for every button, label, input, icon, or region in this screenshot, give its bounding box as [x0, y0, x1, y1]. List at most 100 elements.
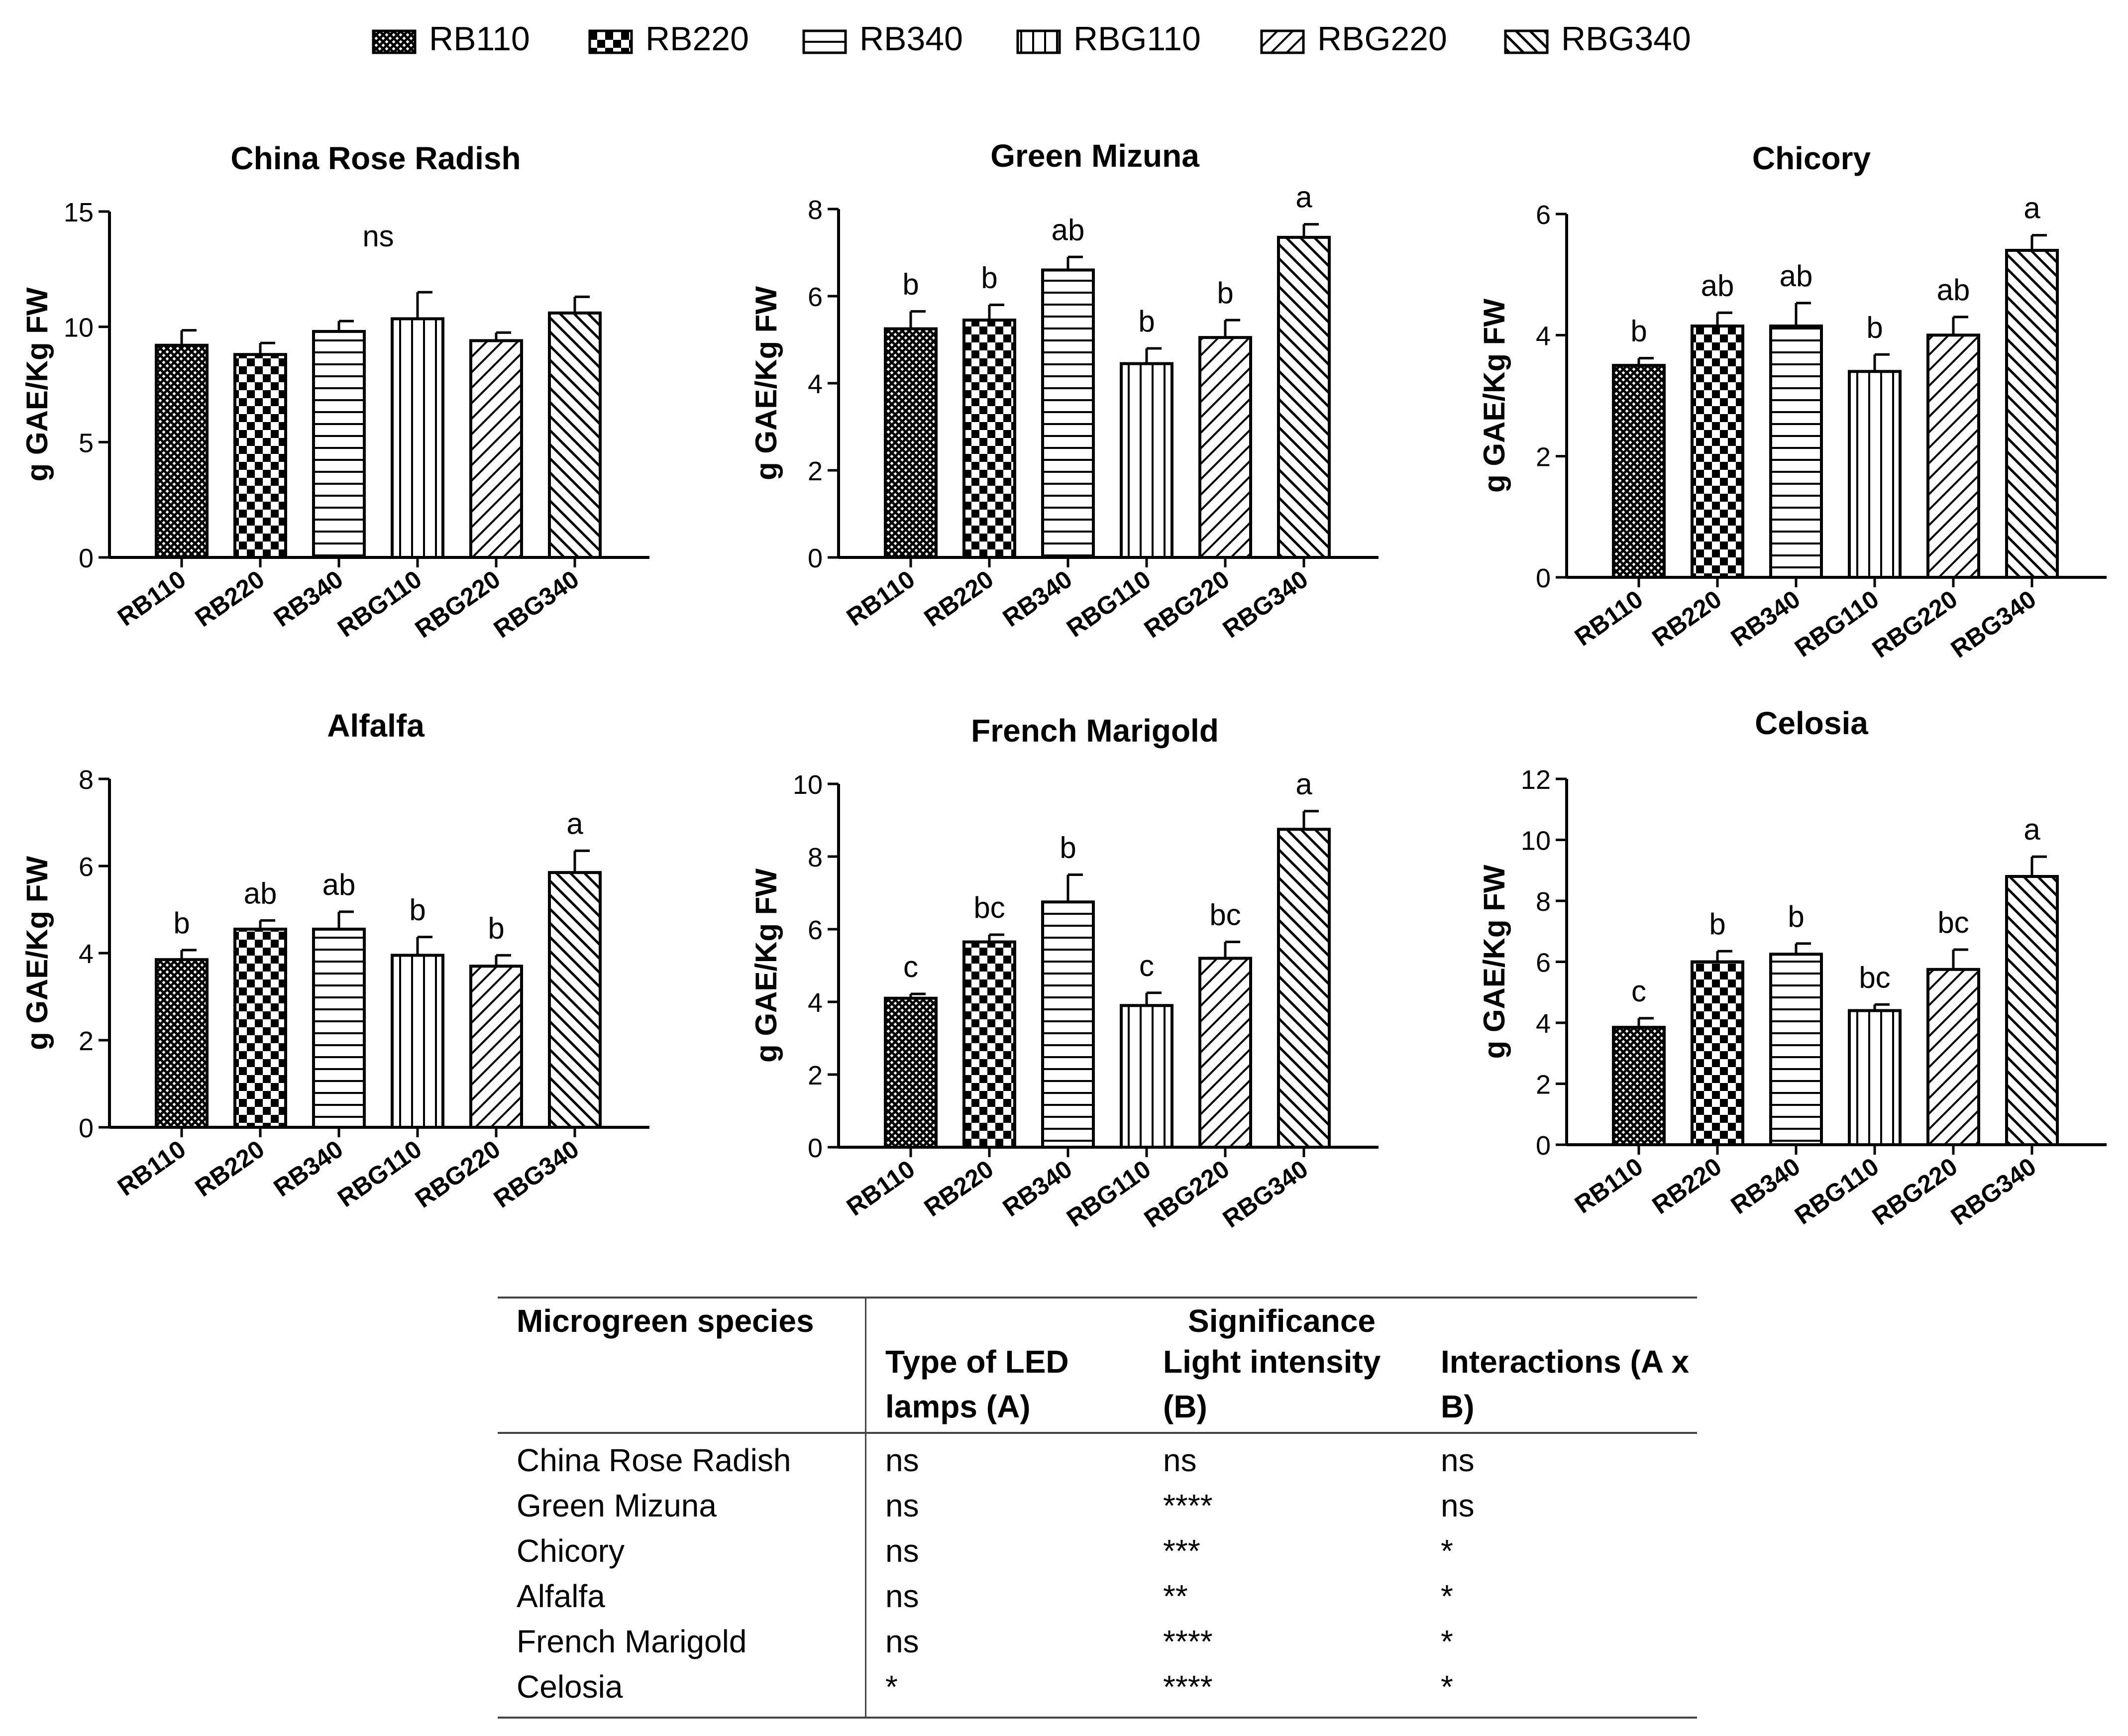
legend-swatch — [588, 29, 633, 54]
x-tick-label: RB220 — [190, 565, 270, 632]
legend-swatch — [372, 29, 417, 54]
table-row: French Marigold ns **** * — [498, 1619, 1697, 1664]
chart-title: French Marigold — [971, 713, 1219, 749]
bar — [391, 317, 444, 559]
y-tick-label: 0 — [79, 543, 94, 573]
bar — [962, 319, 1016, 559]
significance-letter: bc — [973, 891, 1005, 924]
significance-letter: c — [903, 950, 918, 983]
bar — [1691, 325, 1744, 579]
chart-title: Chicory — [1752, 140, 1871, 176]
bar — [1769, 325, 1823, 579]
interaction-cell: * — [1441, 1533, 1453, 1569]
x-tick-label: RBG340 — [1218, 1155, 1313, 1233]
light-intensity-cell: **** — [1163, 1624, 1213, 1659]
significance-letter: b — [1709, 907, 1725, 941]
header-species: Microgreen species — [498, 1297, 866, 1433]
significance-letter: ab — [1937, 273, 1970, 307]
y-tick-label: 0 — [808, 543, 823, 573]
significance-letter: a — [2023, 813, 2040, 846]
x-tick-label: RB220 — [919, 1155, 999, 1222]
y-tick-label: 2 — [1536, 1070, 1551, 1100]
y-axis-label: g GAE/Kg FW — [749, 868, 783, 1063]
bar — [155, 343, 209, 559]
y-tick-label: 4 — [79, 939, 94, 969]
x-tick-label: RB110 — [1570, 585, 1648, 651]
bar — [1691, 960, 1744, 1146]
significance-letter: b — [488, 911, 504, 945]
bar — [469, 339, 523, 559]
x-tick-label: RBG110 — [332, 1135, 426, 1212]
x-tick-label: RBG110 — [332, 565, 426, 643]
bar — [469, 965, 523, 1129]
x-tick-label: RBG220 — [1139, 1155, 1234, 1233]
header-light-intensity: Light intensity (B) — [1163, 1344, 1381, 1424]
significance-letter: b — [1788, 900, 1804, 933]
legend-label: RBG340 — [1561, 20, 1691, 58]
led-type-cell: ns — [885, 1488, 919, 1523]
x-tick-label: RB110 — [112, 565, 191, 632]
y-tick-label: 6 — [1536, 948, 1551, 978]
y-tick-label: 0 — [1536, 563, 1551, 593]
significance-letter: b — [1138, 305, 1155, 338]
y-tick-label: 2 — [79, 1026, 94, 1056]
table-row: China Rose Radish ns ns ns — [498, 1433, 1697, 1483]
y-tick-label: 8 — [808, 195, 823, 225]
bar — [1848, 370, 1902, 579]
legend: RB110 RB220 RB340 RBG110 RBG220 RBG340 — [372, 20, 1691, 58]
y-tick-label: 10 — [64, 313, 94, 343]
species-cell: Green Mizuna — [498, 1483, 866, 1528]
y-tick-label: 12 — [1521, 765, 1551, 795]
x-tick-label: RB220 — [1647, 1152, 1727, 1219]
bar — [1612, 364, 1666, 579]
species-cell: China Rose Radish — [498, 1433, 866, 1483]
x-tick-label: RBG220 — [1867, 585, 1962, 663]
bar — [1926, 333, 1980, 579]
led-type-cell: * — [865, 1664, 1144, 1719]
x-tick-label: RB110 — [842, 565, 920, 632]
bar — [312, 329, 366, 559]
y-axis-label: g GAE/Kg FW — [20, 856, 54, 1050]
x-tick-label: RB110 — [842, 1155, 920, 1221]
significance-letter: a — [2023, 192, 2040, 225]
significance-letter: a — [566, 807, 583, 840]
bar — [1120, 362, 1173, 559]
figure-canvas: RB110 RB220 RB340 RBG110 RBG220 RBG340 China … — [20, 20, 2107, 1233]
bar — [233, 353, 287, 559]
chart-title: China Rose Radish — [230, 140, 521, 176]
bar — [2005, 249, 2059, 579]
light-intensity-cell: **** — [1163, 1488, 1213, 1523]
significance-letter: a — [1295, 767, 1312, 801]
legend-label: RB220 — [645, 20, 749, 58]
bar — [1277, 828, 1331, 1149]
bar — [1041, 900, 1095, 1149]
legend-swatch — [1504, 29, 1549, 54]
x-tick-label: RBG110 — [1062, 1155, 1156, 1232]
bar — [1769, 953, 1823, 1146]
y-tick-label: 8 — [79, 765, 94, 795]
led-type-cell: ns — [885, 1442, 919, 1478]
y-tick-label: 8 — [808, 843, 823, 872]
led-type-cell: ns — [885, 1624, 919, 1659]
significance-letter: b — [173, 906, 190, 940]
x-tick-label: RBG340 — [1946, 585, 2041, 663]
legend-swatch — [802, 29, 847, 54]
interaction-cell: ns — [1441, 1488, 1475, 1523]
significance-letter: b — [1630, 315, 1647, 348]
x-tick-label: RBG220 — [1867, 1152, 1962, 1230]
bar — [1612, 1026, 1666, 1146]
y-tick-label: 0 — [808, 1133, 823, 1163]
legend-label: RB340 — [859, 20, 963, 58]
significance-letter: b — [902, 268, 919, 301]
y-tick-label: 8 — [1536, 887, 1551, 917]
x-tick-label: RB220 — [190, 1135, 270, 1202]
chart-panel: French Marigold g GAE/Kg FW 0 2 4 6 8 10 RB110 c R… — [749, 713, 1379, 1233]
y-axis-label: g GAE/Kg FW — [20, 287, 54, 481]
header-led-type: Type of LED lamps (A) — [885, 1344, 1069, 1424]
light-intensity-cell: ** — [1163, 1578, 1188, 1614]
chart-panel: Green Mizuna g GAE/Kg FW 0 2 4 6 8 RB110 b RB220 b… — [749, 138, 1379, 644]
x-tick-label: RBG110 — [1790, 1152, 1884, 1230]
legend-swatch — [1260, 29, 1305, 54]
x-tick-label: RBG110 — [1790, 585, 1884, 662]
